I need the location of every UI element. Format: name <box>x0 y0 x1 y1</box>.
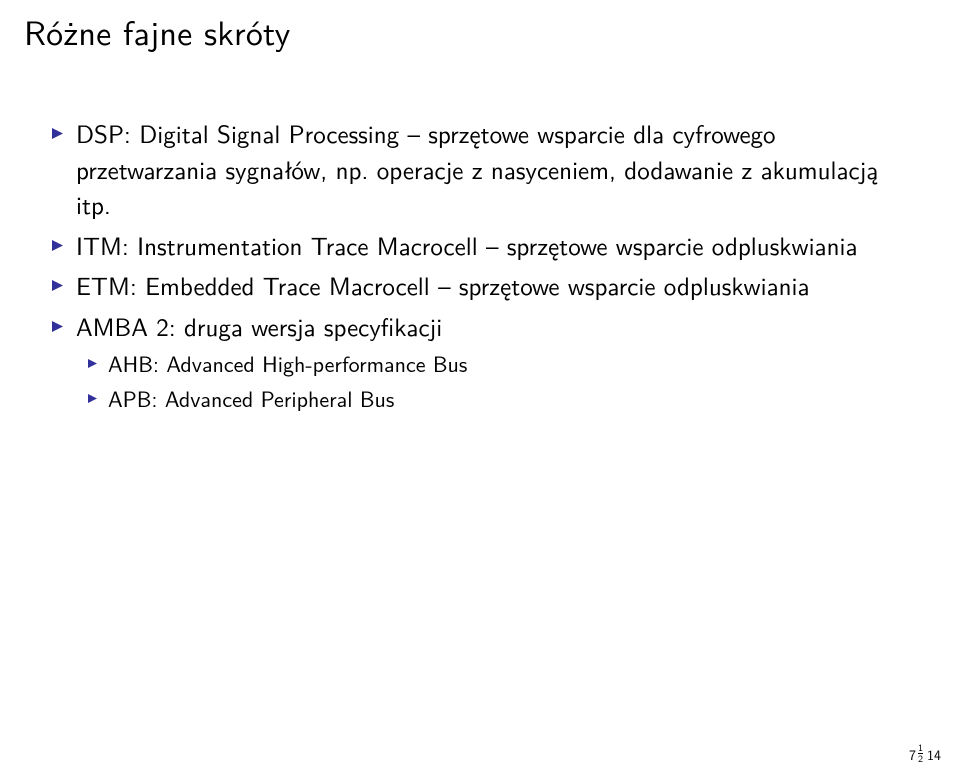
triangle-right-icon <box>52 128 63 139</box>
triangle-right-icon <box>52 280 63 291</box>
list-item-text: AMBA 2: druga wersja specyfikacji <box>76 308 919 344</box>
triangle-right-icon <box>52 240 63 251</box>
list-item-text: DSP: Digital Signal Processing – sprzęto… <box>76 115 919 222</box>
triangle-right-icon <box>88 359 97 368</box>
list-item: ETM: Embedded Trace Macrocell – sprzętow… <box>52 267 919 303</box>
list-item: AHB: Advanced High-performance Bus <box>88 348 919 379</box>
slide-content: DSP: Digital Signal Processing – sprzęto… <box>52 115 919 418</box>
list-item: AMBA 2: druga wersja specyfikacji <box>52 308 919 344</box>
list-item-text: AHB: Advanced High-performance Bus <box>108 348 919 379</box>
page-number-fraction: 1 2 <box>918 743 923 765</box>
list-item: APB: Advanced Peripheral Bus <box>88 383 919 414</box>
fraction-denominator: 2 <box>918 753 923 765</box>
page-number: 7 1 2 14 <box>909 743 941 766</box>
list-item-text: APB: Advanced Peripheral Bus <box>108 383 919 414</box>
slide-title: Różne fajne skróty <box>24 6 290 56</box>
page-number-current: 7 <box>909 745 916 765</box>
triangle-right-icon <box>88 394 97 403</box>
list-item: ITM: Instrumentation Trace Macrocell – s… <box>52 227 919 263</box>
list-item-text: ITM: Instrumentation Trace Macrocell – s… <box>76 227 919 263</box>
triangle-right-icon <box>52 321 63 332</box>
list-item: DSP: Digital Signal Processing – sprzęto… <box>52 115 919 222</box>
page-number-total: 14 <box>927 745 941 765</box>
list-item-text: ETM: Embedded Trace Macrocell – sprzętow… <box>76 267 919 303</box>
